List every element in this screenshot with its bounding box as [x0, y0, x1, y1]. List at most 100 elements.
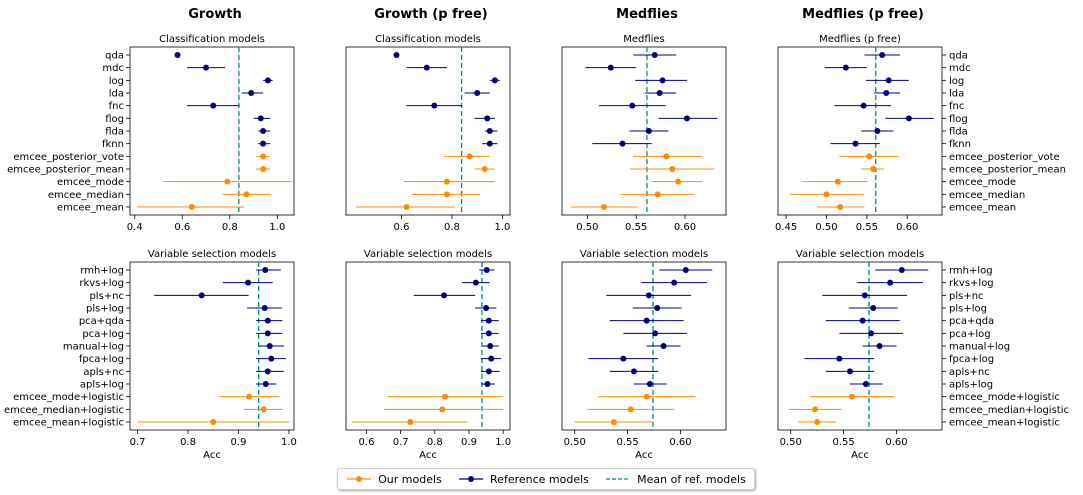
data-point: [629, 102, 636, 109]
data-point: [248, 90, 255, 96]
category-label: pls+log: [949, 304, 987, 315]
data-point: [859, 317, 866, 324]
data-point: [823, 191, 830, 198]
chart-panel: Classification models 0.6 0.8 1.0: [345, 34, 511, 233]
category-label: emcee_median+logistic: [4, 405, 124, 416]
data-point: [842, 64, 849, 71]
x-tick-label: 1.0: [495, 437, 511, 448]
data-point: [866, 153, 873, 160]
category-label: fpca+log: [949, 354, 994, 365]
x-tick-label: 0.55: [625, 222, 647, 233]
plot-frame: [345, 261, 511, 431]
category-label: emcee_posterior_mean: [949, 165, 1066, 176]
category-label: flog: [949, 114, 968, 125]
data-point: [174, 52, 181, 58]
category-label: fknn: [102, 139, 124, 150]
data-point: [887, 279, 894, 286]
x-tick-label: 0.50: [815, 222, 837, 233]
category-label: emcee_mode: [949, 177, 1016, 188]
x-tick-label: 0.55: [832, 437, 854, 448]
x-tick-label: 0.9: [461, 437, 477, 448]
data-point: [870, 305, 877, 311]
data-point: [600, 204, 607, 210]
x-tick-label: 0.7: [130, 437, 146, 448]
data-point: [443, 178, 450, 185]
category-label: emcee_posterior_vote: [949, 152, 1060, 163]
data-point: [682, 267, 689, 273]
category-label: fnc: [949, 101, 964, 112]
data-point: [485, 330, 492, 337]
column-title: Medflies (p free): [802, 7, 924, 22]
x-tick-label: 0.8: [222, 222, 238, 233]
data-point: [870, 166, 877, 172]
panel-title: Variable selection models: [580, 249, 708, 260]
legend-item-ref: Reference models: [458, 473, 589, 486]
data-point: [210, 102, 217, 109]
category-label: mdc: [949, 63, 971, 74]
data-point: [485, 317, 492, 324]
legend-marker-ours: [347, 476, 372, 482]
plot-area: [574, 262, 713, 430]
category-label: emcee_mean: [949, 203, 1016, 214]
data-point: [260, 406, 267, 413]
category-label: manual+log: [949, 342, 1010, 353]
data-point: [860, 102, 867, 109]
data-point: [671, 279, 678, 286]
category-label: log: [949, 76, 964, 87]
data-point: [862, 381, 869, 387]
data-point: [646, 381, 653, 387]
category-label: emcee_median: [949, 190, 1025, 201]
x-axis-label: Acc: [635, 450, 653, 461]
chart-panel: Variable selection models 0.50 0.55 0.60 Acc: [561, 249, 727, 461]
data-point: [483, 305, 490, 311]
category-label: emcee_posterior_mean: [7, 165, 124, 176]
x-axis-label: Acc: [419, 450, 437, 461]
x-tick-label: 0.6: [394, 222, 410, 233]
data-point: [874, 128, 881, 134]
category-label: rmh+log: [80, 266, 124, 277]
data-point: [885, 77, 892, 84]
category-label: fnc: [109, 101, 124, 112]
data-point: [246, 393, 253, 400]
legend-marker-mean: [606, 478, 631, 480]
data-point: [834, 178, 841, 185]
data-point: [645, 292, 652, 299]
x-tick-label: 0.60: [674, 222, 696, 233]
data-point: [268, 355, 275, 362]
plot-area: [351, 262, 504, 430]
data-point: [393, 52, 400, 58]
data-point: [210, 419, 217, 425]
data-point: [198, 292, 205, 299]
data-point: [861, 292, 868, 299]
data-point: [876, 343, 883, 349]
category-label: emcee_median: [48, 190, 124, 201]
category-label: rkvs+log: [949, 278, 994, 289]
category-label: rkvs+log: [79, 278, 124, 289]
data-point: [260, 140, 267, 147]
plot-area: [790, 47, 934, 215]
category-label: emcee_mean: [57, 203, 124, 214]
x-tick-label: 1.0: [269, 222, 285, 233]
chart-panel: Medflies 0.50 0.55 0.60: [561, 34, 727, 233]
data-point: [607, 64, 614, 71]
category-label: pca+log: [949, 329, 991, 340]
x-tick-label: 0.6: [359, 437, 375, 448]
data-point: [485, 368, 492, 375]
data-point: [846, 368, 853, 375]
data-point: [260, 128, 267, 134]
data-point: [257, 115, 264, 122]
category-label: manual+log: [63, 342, 124, 353]
data-point: [472, 279, 479, 286]
category-label: pls+nc: [89, 291, 124, 302]
data-point: [627, 406, 634, 413]
category-label: fpca+log: [79, 354, 124, 365]
panel-title: Variable selection models: [148, 249, 276, 260]
data-point: [852, 140, 859, 147]
category-label: flog: [105, 114, 124, 125]
data-point: [654, 305, 661, 311]
data-point: [675, 178, 682, 185]
data-point: [660, 343, 667, 349]
category-label: mdc: [102, 63, 124, 74]
data-point: [243, 191, 250, 198]
